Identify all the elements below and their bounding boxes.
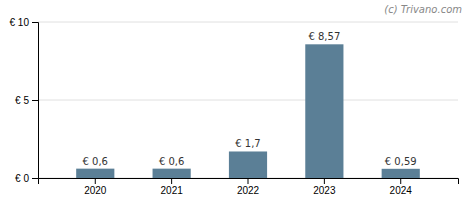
- x-tick-label: 2023: [313, 185, 336, 196]
- grid-line: [38, 22, 458, 23]
- y-tick: € 0: [15, 173, 38, 184]
- x-tick-label: 2022: [237, 185, 260, 196]
- x-axis-line: [39, 179, 459, 185]
- bar: [305, 44, 343, 178]
- plot: € 0€ 5€ 1020202021202220232024€ 0,6€ 0,6…: [10, 17, 459, 196]
- bar: [153, 169, 191, 178]
- x-tick: 2023: [313, 178, 336, 196]
- x-tick-label: 2020: [84, 185, 107, 196]
- bar: [76, 169, 114, 178]
- x-tick-mark: [248, 178, 249, 184]
- y-tick: € 10: [10, 17, 38, 28]
- data-label: € 0,59: [385, 156, 417, 167]
- grid: [38, 22, 458, 178]
- watermark: (c) Trivano.com: [384, 4, 462, 15]
- y-axis-line: [32, 23, 39, 179]
- data-labels: € 0,6 € 0,6 € 1,7 € 8,57 € 0,59: [83, 31, 417, 166]
- y-tick-label: € 10: [10, 17, 30, 28]
- annotations: (c) Trivano.com: [384, 4, 462, 15]
- y-tick-mark: [32, 22, 38, 23]
- y-axis: € 0 € 5 € 10: [10, 17, 39, 184]
- x-tick-mark: [171, 178, 172, 184]
- x-tick-mark: [400, 178, 401, 184]
- y-tick: € 5: [15, 95, 38, 106]
- chart: € 0€ 5€ 1020202021202220232024€ 0,6€ 0,6…: [0, 0, 470, 200]
- x-axis: 2020 2021 2022 2023 2024: [39, 178, 459, 196]
- x-tick-label: 2024: [390, 185, 413, 196]
- bar: [382, 169, 420, 178]
- data-label: € 8,57: [308, 31, 340, 42]
- x-tick-mark: [324, 178, 325, 184]
- x-tick-mark: [95, 178, 96, 184]
- x-tick: 2024: [390, 178, 413, 196]
- bar: [229, 151, 267, 178]
- x-tick: 2022: [237, 178, 260, 196]
- y-tick-mark: [32, 100, 38, 101]
- y-tick-mark: [32, 178, 38, 179]
- x-tick-label: 2021: [161, 185, 184, 196]
- data-label: € 0,6: [83, 156, 108, 167]
- bars: [76, 44, 420, 178]
- data-label: € 0,6: [159, 156, 184, 167]
- y-tick-label: € 5: [15, 95, 29, 106]
- grid-line: [38, 100, 458, 101]
- x-tick: 2021: [161, 178, 184, 196]
- data-label: € 1,7: [235, 138, 260, 149]
- y-tick-label: € 0: [15, 173, 29, 184]
- x-tick: 2020: [84, 178, 107, 196]
